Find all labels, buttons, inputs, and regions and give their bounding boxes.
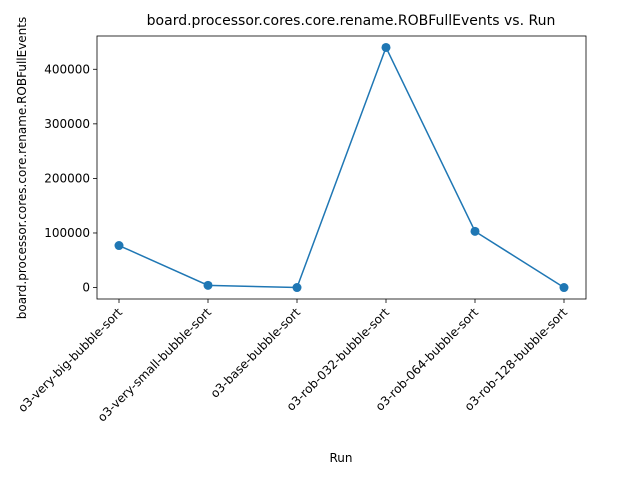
data-point [381, 42, 391, 52]
y-axis-label: board.processor.cores.core.rename.ROBFul… [15, 17, 29, 320]
y-tick-label: 400000 [44, 62, 90, 76]
y-tick-label: 0 [82, 281, 90, 295]
x-tick-label: o3-very-big-bubble-sort [15, 305, 125, 415]
x-tick-label: o3-rob-128-bubble-sort [462, 305, 571, 414]
y-axis: 0 100000 200000 300000 400000 [44, 62, 97, 295]
x-tick-label: o3-rob-032-bubble-sort [284, 305, 393, 414]
x-axis: o3-very-big-bubble-sorto3-very-small-bub… [15, 299, 570, 424]
y-tick-label: 300000 [44, 117, 90, 131]
series-line [118, 45, 565, 289]
chart-title: board.processor.cores.core.rename.ROBFul… [147, 13, 556, 29]
x-axis-label: Run [329, 451, 352, 465]
data-point [114, 241, 124, 251]
plot-area [96, 35, 587, 300]
series-group [114, 42, 569, 293]
data-point [470, 226, 480, 236]
x-tick-label: o3-rob-064-bubble-sort [373, 305, 482, 414]
data-point [559, 283, 569, 293]
y-tick-label: 200000 [44, 171, 90, 185]
data-point [292, 283, 302, 293]
x-tick-label: o3-base-bubble-sort [208, 305, 304, 401]
y-tick-label: 100000 [44, 226, 90, 240]
data-point [203, 280, 213, 290]
